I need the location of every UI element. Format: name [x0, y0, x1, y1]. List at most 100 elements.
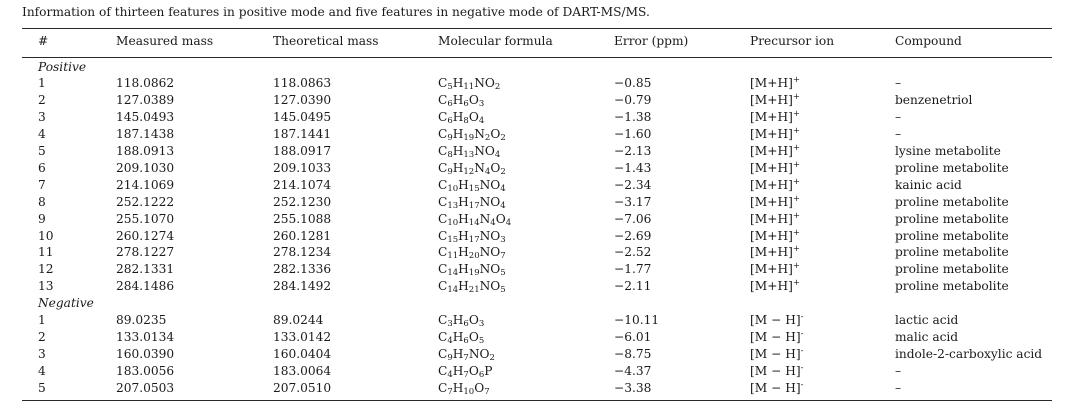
table-row: 5 207.0503 207.0510 C7H10O7 −3.38 [M − H]- –: [0, 380, 1080, 397]
precursor-ion: [M − H]-: [750, 362, 804, 378]
precursor-ion: [M+H]+: [750, 244, 800, 260]
molecular-formula: C13H17NO4: [438, 194, 506, 211]
row-index: 6: [38, 160, 46, 175]
measured-mass: 118.0862: [116, 76, 175, 91]
precursor-ion: [M − H]-: [750, 328, 804, 344]
theoretical-mass: 118.0863: [273, 76, 332, 91]
measured-mass: 127.0389: [116, 93, 175, 108]
molecular-formula: C15H17NO3: [438, 228, 506, 245]
header-compound: Compound: [895, 34, 962, 48]
row-index: 5: [38, 144, 46, 158]
row-index: 7: [38, 177, 46, 192]
header-error-ppm: Error (ppm): [614, 34, 689, 48]
table-row: 4 187.1438 187.1441 C9H19N2O2 −1.60 [M+H]+ –: [0, 126, 1080, 143]
header-index: #: [38, 34, 49, 48]
compound-name: proline metabolite: [895, 279, 1009, 294]
theoretical-mass: 278.1234: [273, 245, 332, 260]
precursor-ion: [M+H]+: [750, 75, 800, 91]
compound-name: kainic acid: [895, 177, 962, 192]
theoretical-mass: 127.0390: [273, 93, 332, 108]
measured-mass: 209.1030: [116, 160, 175, 175]
theoretical-mass: 145.0495: [273, 110, 332, 125]
table-row: 8 252.1222 252.1230 C13H17NO4 −3.17 [M+H]+ pro…: [0, 194, 1080, 211]
error-ppm: −7.06: [614, 211, 652, 226]
theoretical-mass: 183.0064: [273, 363, 332, 378]
measured-mass: 133.0134: [116, 329, 175, 344]
measured-mass: 255.1070: [116, 211, 175, 226]
row-index: 1: [38, 313, 46, 327]
row-index: 13: [38, 279, 54, 294]
precursor-ion: [M+H]+: [750, 176, 800, 192]
row-index: 3: [38, 110, 46, 125]
molecular-formula: C6H8O4: [438, 110, 485, 127]
error-ppm: −1.60: [614, 127, 652, 142]
molecular-formula: C9H12N4O2: [438, 160, 506, 177]
precursor-ion: [M+H]+: [750, 92, 800, 108]
measured-mass: 145.0493: [116, 110, 175, 125]
error-ppm: −3.38: [614, 380, 652, 395]
compound-name: –: [895, 127, 902, 142]
compound-name: proline metabolite: [895, 228, 1009, 243]
row-index: 12: [38, 262, 54, 277]
molecular-formula: C4H7O6P: [438, 363, 493, 380]
error-ppm: −1.38: [614, 110, 652, 125]
table-row: 5 188.0913 188.0917 C8H13NO4 −2.13 [M+H]+ lysi…: [0, 143, 1080, 160]
error-ppm: −2.11: [614, 279, 652, 294]
table-row: 6 209.1030 209.1033 C9H12N4O2 −1.43 [M+H]+ pro…: [0, 160, 1080, 177]
table-row: 2 133.0134 133.0142 C4H6O5 −6.01 [M − H]- mali…: [0, 329, 1080, 346]
table-row: 3 145.0493 145.0495 C6H8O4 −1.38 [M+H]+ –: [0, 109, 1080, 126]
error-ppm: −3.17: [614, 194, 652, 209]
header-measured-mass: Measured mass: [116, 34, 214, 48]
compound-name: lysine metabolite: [895, 144, 1001, 158]
measured-mass: 214.1069: [116, 177, 175, 192]
table-row: 11 278.1227 278.1234 C11H20NO7 −2.52 [M+H]+ pr…: [0, 244, 1080, 261]
error-ppm: −8.75: [614, 346, 652, 361]
table-row: 4 183.0056 183.0064 C4H7O6P −4.37 [M − H]- –: [0, 363, 1080, 380]
error-ppm: −0.85: [614, 76, 652, 91]
row-index: 8: [38, 194, 46, 209]
precursor-ion: [M+H]+: [750, 109, 800, 125]
measured-mass: 282.1331: [116, 262, 175, 277]
measured-mass: 183.0056: [116, 363, 175, 378]
row-index: 1: [38, 76, 46, 91]
molecular-formula: C9H19N2O2: [438, 127, 506, 144]
error-ppm: −1.43: [614, 160, 652, 175]
compound-name: proline metabolite: [895, 262, 1009, 277]
table-row: 7 214.1069 214.1074 C10H15NO4 −2.34 [M+H]+ kai…: [0, 177, 1080, 194]
precursor-ion: [M+H]+: [750, 261, 800, 277]
error-ppm: −6.01: [614, 329, 652, 344]
theoretical-mass: 284.1492: [273, 279, 332, 294]
table-row: 3 160.0390 160.0404 C9H7NO2 −8.75 [M − H]- ind…: [0, 346, 1080, 363]
measured-mass: 278.1227: [116, 245, 175, 260]
theoretical-mass: 207.0510: [273, 380, 332, 395]
measured-mass: 89.0235: [116, 313, 167, 327]
theoretical-mass: 160.0404: [273, 346, 332, 361]
compound-name: indole-2-carboxylic acid: [895, 346, 1043, 361]
row-index: 4: [38, 127, 46, 142]
theoretical-mass: 214.1074: [273, 177, 332, 192]
molecular-formula: C14H21NO5: [438, 279, 506, 296]
header-molecular-formula: Molecular formula: [438, 34, 553, 48]
row-index: 2: [38, 329, 46, 344]
error-ppm: −0.79: [614, 93, 652, 108]
molecular-formula: C7H10O7: [438, 380, 490, 397]
row-index: 5: [38, 380, 46, 395]
theoretical-mass: 133.0142: [273, 329, 332, 344]
measured-mass: 207.0503: [116, 380, 175, 395]
precursor-ion: [M+H]+: [750, 278, 800, 294]
header-precursor-ion: Precursor ion: [750, 34, 835, 48]
compound-name: –: [895, 380, 902, 395]
precursor-ion: [M+H]+: [750, 159, 800, 175]
molecular-formula: C6H6O3: [438, 93, 485, 110]
precursor-ion: [M+H]+: [750, 193, 800, 209]
measured-mass: 284.1486: [116, 279, 175, 294]
measured-mass: 188.0913: [116, 144, 175, 158]
molecular-formula: C14H19NO5: [438, 262, 506, 279]
table-row: 10 260.1274 260.1281 C15H17NO3 −2.69 [M+H]+ pr…: [0, 228, 1080, 245]
molecular-formula: C3H6O3: [438, 313, 485, 329]
precursor-ion: [M+H]+: [750, 227, 800, 243]
molecular-formula: C11H20NO7: [438, 245, 506, 262]
measured-mass: 160.0390: [116, 346, 175, 361]
error-ppm: −4.37: [614, 363, 652, 378]
theoretical-mass: 209.1033: [273, 160, 332, 175]
